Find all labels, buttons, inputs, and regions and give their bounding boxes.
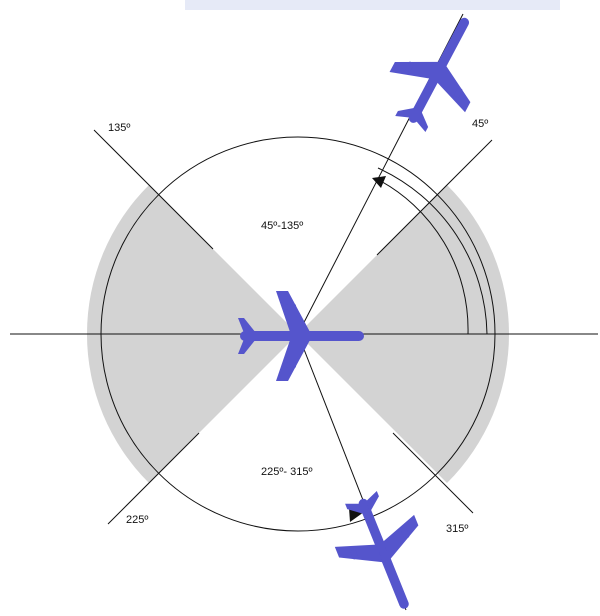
boundary-line-135-outer (93, 129, 214, 250)
turn-arc-outer (377, 167, 488, 335)
boundary-line-225-outer (107, 432, 200, 525)
top-banner (185, 0, 560, 10)
angle-label-315: 315º (446, 523, 468, 535)
angle-label-45: 45º (472, 118, 488, 130)
aircraft-icon (321, 481, 446, 616)
angle-label-135: 135º (108, 122, 130, 134)
boundary-line-315-outer (392, 432, 474, 514)
sector-label-top: 45º-135º (261, 220, 303, 232)
angle-label-225: 225º (126, 514, 148, 526)
boundary-line-45-outer (376, 139, 493, 256)
turn-arc-inner (374, 177, 469, 335)
sector-label-bottom: 225º- 315º (261, 466, 312, 478)
arrowhead-icon (372, 176, 386, 188)
